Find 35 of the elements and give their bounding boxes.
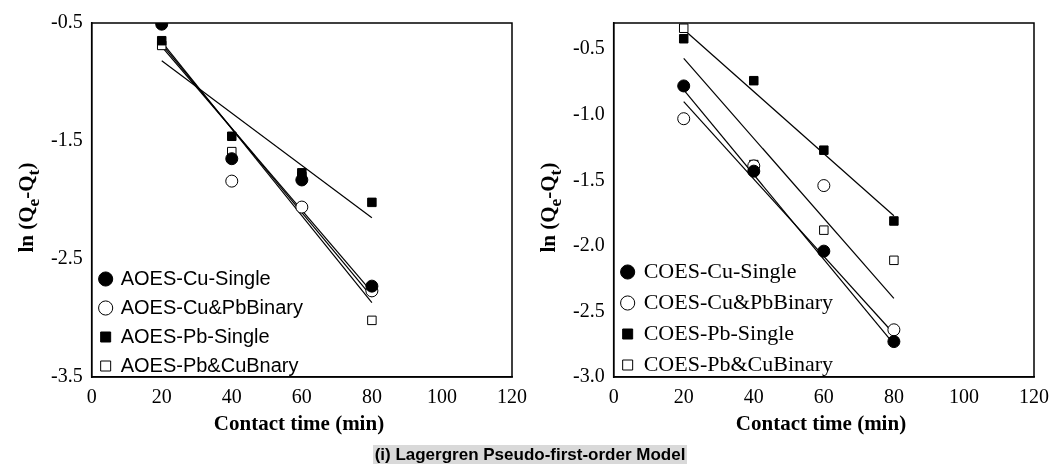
legend-label: COES-Pb&CuBinary: [643, 350, 834, 376]
y-tick-label: -1.5: [50, 128, 83, 151]
legend-label: AOES-Cu&PbBinary: [120, 295, 303, 318]
y-tick-label: -2.0: [572, 233, 605, 256]
x-tick-label: 60: [813, 385, 834, 408]
y-tick-label: -2.5: [50, 246, 83, 269]
x-tick-label: 40: [743, 385, 764, 408]
legend-label: AOES-Pb&CuBnary: [120, 353, 299, 376]
x-tick-label: 0: [608, 385, 619, 408]
x-axis-title: Contact time (min): [212, 411, 386, 436]
y-tick-label: -0.5: [50, 10, 83, 33]
y-tick-label: -0.5: [572, 36, 605, 59]
legend-label: AOES-Cu-Single: [120, 266, 271, 289]
x-tick-label: 120: [1019, 385, 1049, 408]
legend-label: AOES-Pb-Single: [120, 324, 270, 347]
legend-label: COES-Pb-Single: [643, 319, 795, 345]
legend-label: COES-Cu&PbBinary: [643, 288, 834, 314]
x-tick-label: 40: [221, 385, 242, 408]
x-tick-label: 20: [151, 385, 172, 408]
y-tick-label: -3.0: [572, 364, 605, 387]
x-tick-label: 60: [291, 385, 312, 408]
x-tick-label: 120: [497, 385, 527, 408]
x-tick-label: 100: [426, 385, 457, 408]
x-tick-label: 0: [86, 385, 97, 408]
x-tick-label: 20: [673, 385, 694, 408]
y-tick-label: -2.5: [572, 298, 605, 321]
x-tick-label: 80: [361, 385, 382, 408]
y-tick-label: -3.5: [50, 364, 83, 387]
y-tick-label: -1.0: [572, 102, 605, 125]
legend-label: COES-Cu-Single: [643, 257, 797, 283]
y-tick-label: -1.5: [572, 167, 605, 190]
text: (i) Lagergren Pseudo-first-order Model: [372, 445, 688, 464]
x-tick-label: 80: [883, 385, 904, 408]
x-axis-title: Contact time (min): [734, 411, 908, 436]
x-tick-label: 100: [948, 385, 979, 408]
